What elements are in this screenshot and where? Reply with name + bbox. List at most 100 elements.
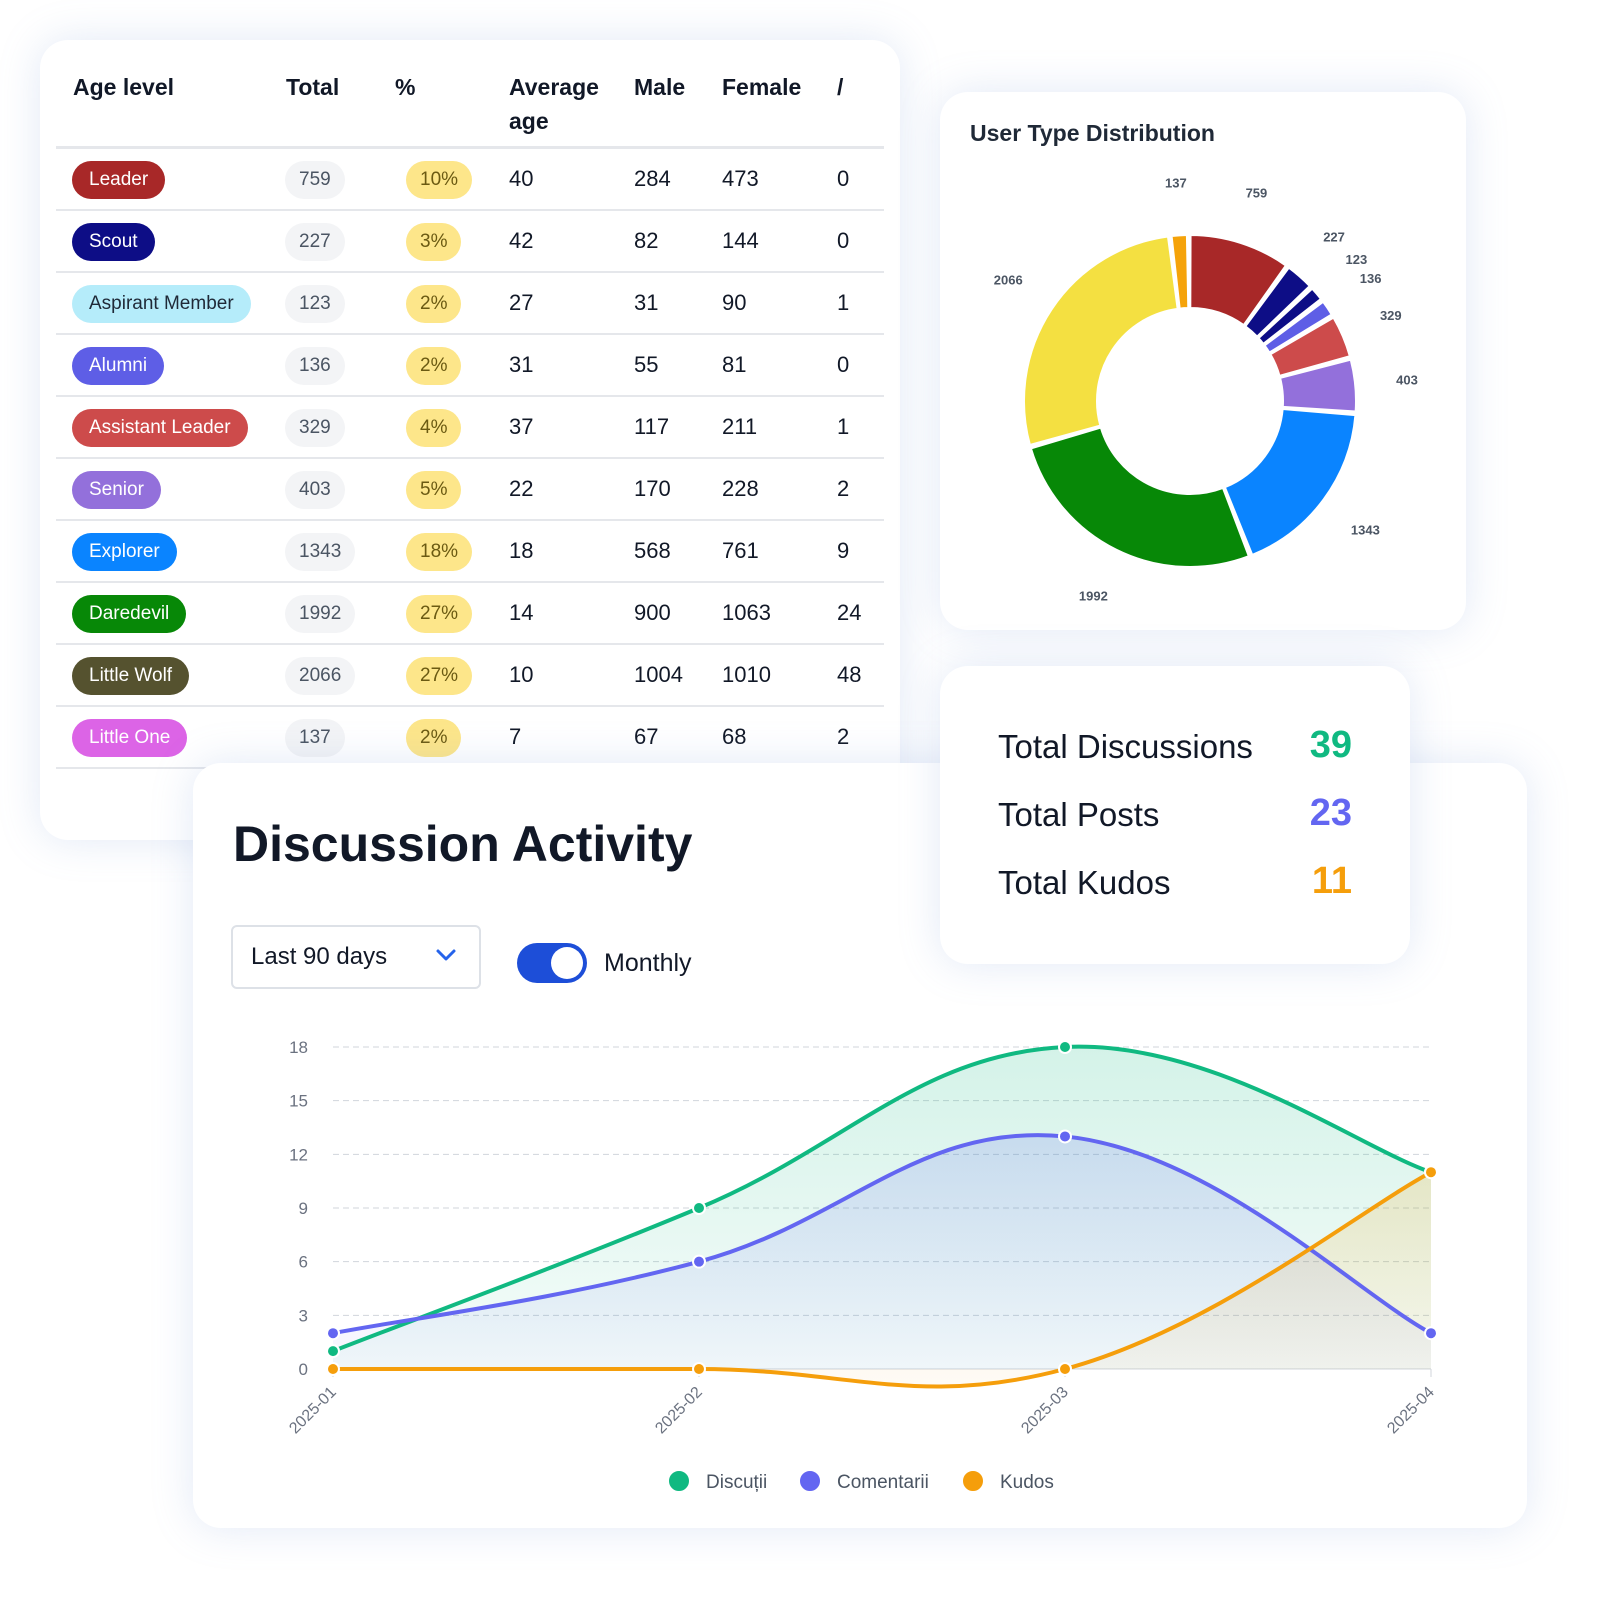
table-header: Age level Total % Average age Male Female… (56, 40, 884, 149)
table-row[interactable]: Explorer 1343 18% 18 568 761 9 (56, 521, 884, 583)
activity-title: Discussion Activity (233, 816, 693, 872)
age-level-badge: Daredevil (72, 595, 187, 633)
header-total[interactable]: Total (286, 74, 340, 100)
donut-slice[interactable] (1257, 287, 1323, 346)
data-point[interactable] (692, 1201, 706, 1215)
percent-chip: 2% (406, 719, 462, 757)
data-point[interactable] (1424, 1326, 1438, 1341)
x-tick-label: 2025-02 (652, 1384, 706, 1438)
header-average-age[interactable]: Average age (509, 70, 599, 138)
y-tick-label: 6 (299, 1253, 308, 1272)
donut-slice[interactable] (1243, 266, 1312, 339)
table-row[interactable]: Little One 137 2% 7 67 68 2 (56, 707, 884, 769)
female-cell: 1010 (722, 662, 771, 687)
percent-chip: 27% (406, 657, 473, 695)
donut-slice-label: 403 (1396, 373, 1418, 388)
donut-slice[interactable] (1278, 358, 1357, 413)
average-age-cell: 10 (509, 662, 534, 687)
total-chip: 227 (285, 223, 345, 261)
total-chip: 329 (285, 409, 345, 447)
total-posts-value: 23 (1309, 792, 1352, 834)
header-age-level[interactable]: Age level (73, 74, 174, 100)
x-tick-label: 2025-01 (286, 1384, 340, 1438)
female-cell: 68 (722, 724, 747, 749)
donut-slice[interactable] (1189, 233, 1288, 327)
donut-slice[interactable] (1269, 316, 1352, 378)
average-age-cell: 7 (509, 724, 522, 749)
y-tick-label: 3 (299, 1306, 308, 1325)
female-cell: 1063 (722, 600, 771, 625)
data-point[interactable] (692, 1254, 706, 1269)
legend-label[interactable]: Kudos (1000, 1472, 1054, 1493)
legend-marker[interactable] (798, 1469, 822, 1493)
y-tick-label: 15 (289, 1092, 308, 1111)
male-cell: 1004 (634, 662, 683, 687)
data-point[interactable] (1424, 1165, 1438, 1180)
percent-chip: 4% (406, 409, 462, 447)
legend-marker[interactable] (961, 1469, 985, 1493)
donut-slice[interactable] (1023, 235, 1179, 447)
donut-slice-label: 123 (1346, 252, 1368, 267)
table-row[interactable]: Scout 227 3% 42 82 144 0 (56, 211, 884, 273)
male-cell: 900 (634, 600, 671, 625)
other-cell: 0 (837, 352, 850, 377)
header-female[interactable]: Female (722, 74, 802, 100)
series-line[interactable] (331, 1170, 1433, 1389)
total-kudos-label: Total Kudos (998, 864, 1171, 901)
table-row[interactable]: Senior 403 5% 22 170 228 2 (56, 459, 884, 521)
data-point[interactable] (1058, 1362, 1072, 1376)
donut-slice[interactable] (1223, 407, 1357, 557)
monthly-toggle[interactable] (517, 943, 587, 983)
age-level-badge: Explorer (72, 533, 177, 571)
age-level-badge: Assistant Leader (72, 409, 248, 447)
table-row[interactable]: Little Wolf 2066 27% 10 1004 1010 48 (56, 645, 884, 707)
chevron-down-icon (436, 949, 456, 961)
date-range-select[interactable]: Last 90 days (231, 925, 481, 989)
legend-marker[interactable] (667, 1469, 691, 1493)
age-level-badge: Little Wolf (72, 657, 190, 695)
age-level-badge: Aspirant Member (72, 285, 251, 323)
percent-chip: 5% (406, 471, 462, 509)
data-point[interactable] (326, 1326, 340, 1341)
total-chip: 2066 (285, 657, 356, 695)
user-type-distribution-card: User Type Distribution 137 759 227 123 136 32… (940, 92, 1466, 630)
header-other[interactable]: / (837, 74, 844, 100)
table-row[interactable]: Daredevil 1992 27% 14 900 1063 24 (56, 583, 884, 645)
donut-slice-label: 136 (1360, 271, 1382, 286)
age-level-badge: Scout (72, 223, 155, 261)
other-cell: 24 (837, 600, 862, 625)
data-point[interactable] (1058, 1040, 1072, 1054)
total-chip: 137 (285, 719, 345, 757)
y-tick-label: 12 (289, 1145, 308, 1164)
table-row[interactable]: Alumni 136 2% 31 55 81 0 (56, 335, 884, 397)
table-row[interactable]: Leader 759 10% 40 284 473 0 (56, 149, 884, 211)
average-age-cell: 31 (509, 352, 534, 377)
total-chip: 759 (285, 161, 345, 199)
series-line[interactable] (331, 1044, 1433, 1354)
male-cell: 568 (634, 538, 671, 563)
data-point[interactable] (1058, 1129, 1072, 1144)
female-cell: 473 (722, 166, 759, 191)
average-age-cell: 22 (509, 476, 534, 501)
toggle-knob (551, 947, 583, 979)
age-level-badge: Senior (72, 471, 161, 509)
other-cell: 2 (837, 476, 850, 501)
header-male[interactable]: Male (634, 74, 686, 100)
data-point[interactable] (692, 1362, 706, 1376)
other-cell: 9 (837, 538, 850, 563)
donut-slice[interactable] (1029, 426, 1251, 568)
header-percent[interactable]: % (395, 74, 416, 100)
data-point[interactable] (326, 1344, 340, 1359)
table-row[interactable]: Aspirant Member 123 2% 27 31 90 1 (56, 273, 884, 335)
donut-slice[interactable] (1170, 234, 1190, 310)
data-point[interactable] (326, 1362, 340, 1376)
donut-slice[interactable] (1263, 300, 1334, 354)
total-discussions-value: 39 (1309, 724, 1352, 766)
male-cell: 31 (634, 290, 659, 315)
series-line[interactable] (331, 1133, 1433, 1336)
legend-label[interactable]: Comentarii (837, 1472, 929, 1493)
total-discussions-label: Total Discussions (998, 728, 1253, 765)
average-age-cell: 14 (509, 600, 534, 625)
table-row[interactable]: Assistant Leader 329 4% 37 117 211 1 (56, 397, 884, 459)
legend-label[interactable]: Discuții (706, 1472, 767, 1493)
